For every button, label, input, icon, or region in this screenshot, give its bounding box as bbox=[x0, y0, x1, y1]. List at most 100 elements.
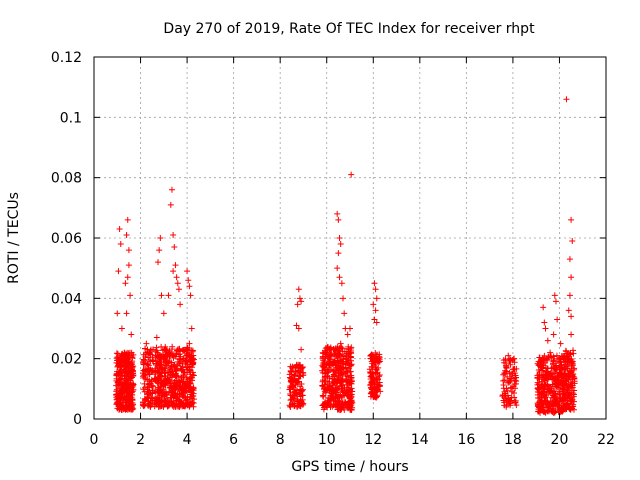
data-point bbox=[551, 369, 558, 376]
data-point bbox=[176, 356, 183, 363]
data-point bbox=[547, 352, 554, 359]
data-point bbox=[173, 368, 180, 375]
data-point bbox=[154, 379, 161, 386]
data-point bbox=[158, 373, 165, 380]
data-point bbox=[566, 383, 573, 390]
data-point bbox=[180, 378, 187, 385]
data-point bbox=[144, 395, 151, 402]
data-point bbox=[153, 344, 160, 351]
data-point bbox=[127, 292, 134, 299]
data-point bbox=[320, 392, 327, 399]
data-point bbox=[155, 403, 162, 410]
data-point bbox=[166, 384, 173, 391]
data-point bbox=[173, 274, 180, 281]
data-point bbox=[174, 362, 181, 369]
data-point bbox=[149, 387, 156, 394]
data-point bbox=[325, 394, 332, 401]
data-point bbox=[121, 375, 128, 382]
data-point bbox=[321, 400, 328, 407]
data-point bbox=[372, 307, 379, 314]
data-point bbox=[545, 354, 552, 361]
data-point bbox=[117, 359, 124, 366]
data-point bbox=[335, 216, 342, 223]
data-point bbox=[367, 375, 374, 382]
data-point bbox=[125, 262, 132, 269]
data-point bbox=[155, 259, 161, 266]
data-point bbox=[141, 380, 148, 387]
data-point bbox=[342, 370, 349, 377]
data-point bbox=[143, 340, 150, 347]
data-point bbox=[506, 379, 513, 386]
x-tick-label: 6 bbox=[229, 432, 238, 448]
data-point bbox=[369, 390, 376, 396]
data-point bbox=[175, 286, 182, 293]
data-point bbox=[152, 368, 159, 375]
data-point bbox=[158, 292, 165, 299]
data-point bbox=[185, 277, 192, 284]
data-point bbox=[344, 331, 351, 338]
data-point bbox=[505, 379, 512, 386]
data-point bbox=[123, 231, 130, 238]
data-point bbox=[535, 358, 542, 365]
data-point bbox=[171, 244, 178, 251]
data-point bbox=[343, 386, 350, 393]
data-point bbox=[186, 400, 193, 407]
data-point bbox=[556, 394, 563, 401]
data-point bbox=[375, 364, 382, 371]
y-tick-label: 0.12 bbox=[51, 50, 82, 66]
data-point bbox=[171, 382, 178, 389]
data-point bbox=[299, 392, 306, 399]
data-point bbox=[291, 388, 298, 395]
data-point bbox=[174, 280, 181, 287]
data-point bbox=[502, 362, 509, 369]
data-point bbox=[568, 274, 575, 281]
data-point bbox=[176, 391, 183, 398]
data-point bbox=[152, 365, 159, 372]
data-point bbox=[113, 375, 120, 382]
data-point bbox=[566, 404, 573, 411]
data-point bbox=[337, 241, 344, 248]
data-point bbox=[154, 353, 161, 360]
data-point bbox=[551, 409, 558, 416]
x-tick-label: 2 bbox=[136, 432, 145, 448]
data-point bbox=[541, 376, 548, 383]
data-point bbox=[293, 322, 300, 329]
data-point bbox=[144, 346, 151, 353]
data-point bbox=[567, 369, 574, 376]
data-point bbox=[289, 364, 296, 371]
x-tick-label: 4 bbox=[183, 432, 192, 448]
data-point bbox=[160, 310, 167, 317]
data-point bbox=[295, 325, 302, 332]
data-point bbox=[130, 351, 137, 358]
data-point bbox=[564, 356, 571, 363]
data-point bbox=[332, 370, 339, 377]
data-point bbox=[184, 352, 191, 359]
data-point bbox=[118, 325, 125, 332]
data-point bbox=[541, 319, 548, 326]
data-point bbox=[321, 347, 328, 354]
data-point bbox=[566, 394, 573, 401]
data-point bbox=[122, 280, 129, 287]
data-point bbox=[373, 319, 380, 326]
data-point bbox=[159, 366, 166, 373]
data-point bbox=[298, 298, 305, 305]
data-point bbox=[162, 362, 169, 369]
data-point bbox=[128, 402, 135, 409]
data-point bbox=[121, 349, 128, 356]
data-point bbox=[172, 377, 179, 384]
data-point bbox=[168, 363, 175, 370]
data-point bbox=[128, 367, 135, 374]
data-point bbox=[336, 400, 343, 407]
data-point bbox=[553, 398, 560, 405]
data-point bbox=[509, 385, 516, 392]
x-tick-label: 16 bbox=[457, 432, 475, 448]
data-point bbox=[184, 346, 191, 353]
data-point bbox=[376, 356, 383, 363]
data-point bbox=[566, 256, 573, 263]
data-point bbox=[327, 355, 334, 362]
data-point bbox=[508, 375, 515, 382]
data-point bbox=[114, 310, 121, 317]
data-point bbox=[562, 365, 569, 372]
data-point bbox=[335, 250, 342, 257]
data-point bbox=[190, 360, 197, 367]
